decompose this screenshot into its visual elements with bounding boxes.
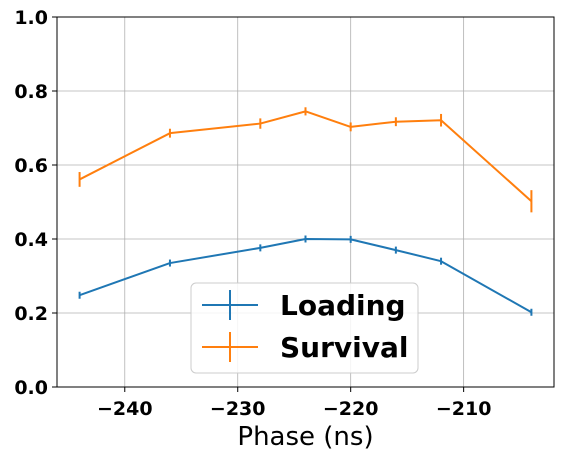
legend: Loading Survival <box>190 282 419 374</box>
y-tick-label: 0.6 <box>14 155 48 177</box>
plot-series <box>78 107 533 316</box>
y-tick-label: 0.2 <box>14 303 48 325</box>
x-tick-label: −210 <box>436 398 492 420</box>
survival-line <box>79 110 533 203</box>
plot-frame <box>56 16 555 388</box>
y-tick-label: 0.0 <box>14 377 48 399</box>
loading-series <box>78 235 533 316</box>
axis-ticks: −240 −230 −220 −210 0.0 0.2 0.4 0.6 0.8 1.0 <box>14 7 491 420</box>
legend-label-survival: Survival <box>280 331 409 364</box>
legend-entries: Loading Survival <box>202 289 409 364</box>
legend-entry-loading: Loading <box>202 289 406 322</box>
x-tick-label: −220 <box>323 398 379 420</box>
survival-series <box>78 107 533 213</box>
x-tick-label: −230 <box>210 398 266 420</box>
legend-entry-survival: Survival <box>202 331 409 364</box>
legend-label-loading: Loading <box>280 289 406 322</box>
y-tick-label: 1.0 <box>14 7 48 29</box>
x-tick-label: −240 <box>97 398 153 420</box>
y-tick-label: 0.4 <box>14 229 48 251</box>
y-tick-label: 0.8 <box>14 81 48 103</box>
x-axis-title: Phase (ns) <box>237 422 373 452</box>
loading-line <box>79 238 532 314</box>
